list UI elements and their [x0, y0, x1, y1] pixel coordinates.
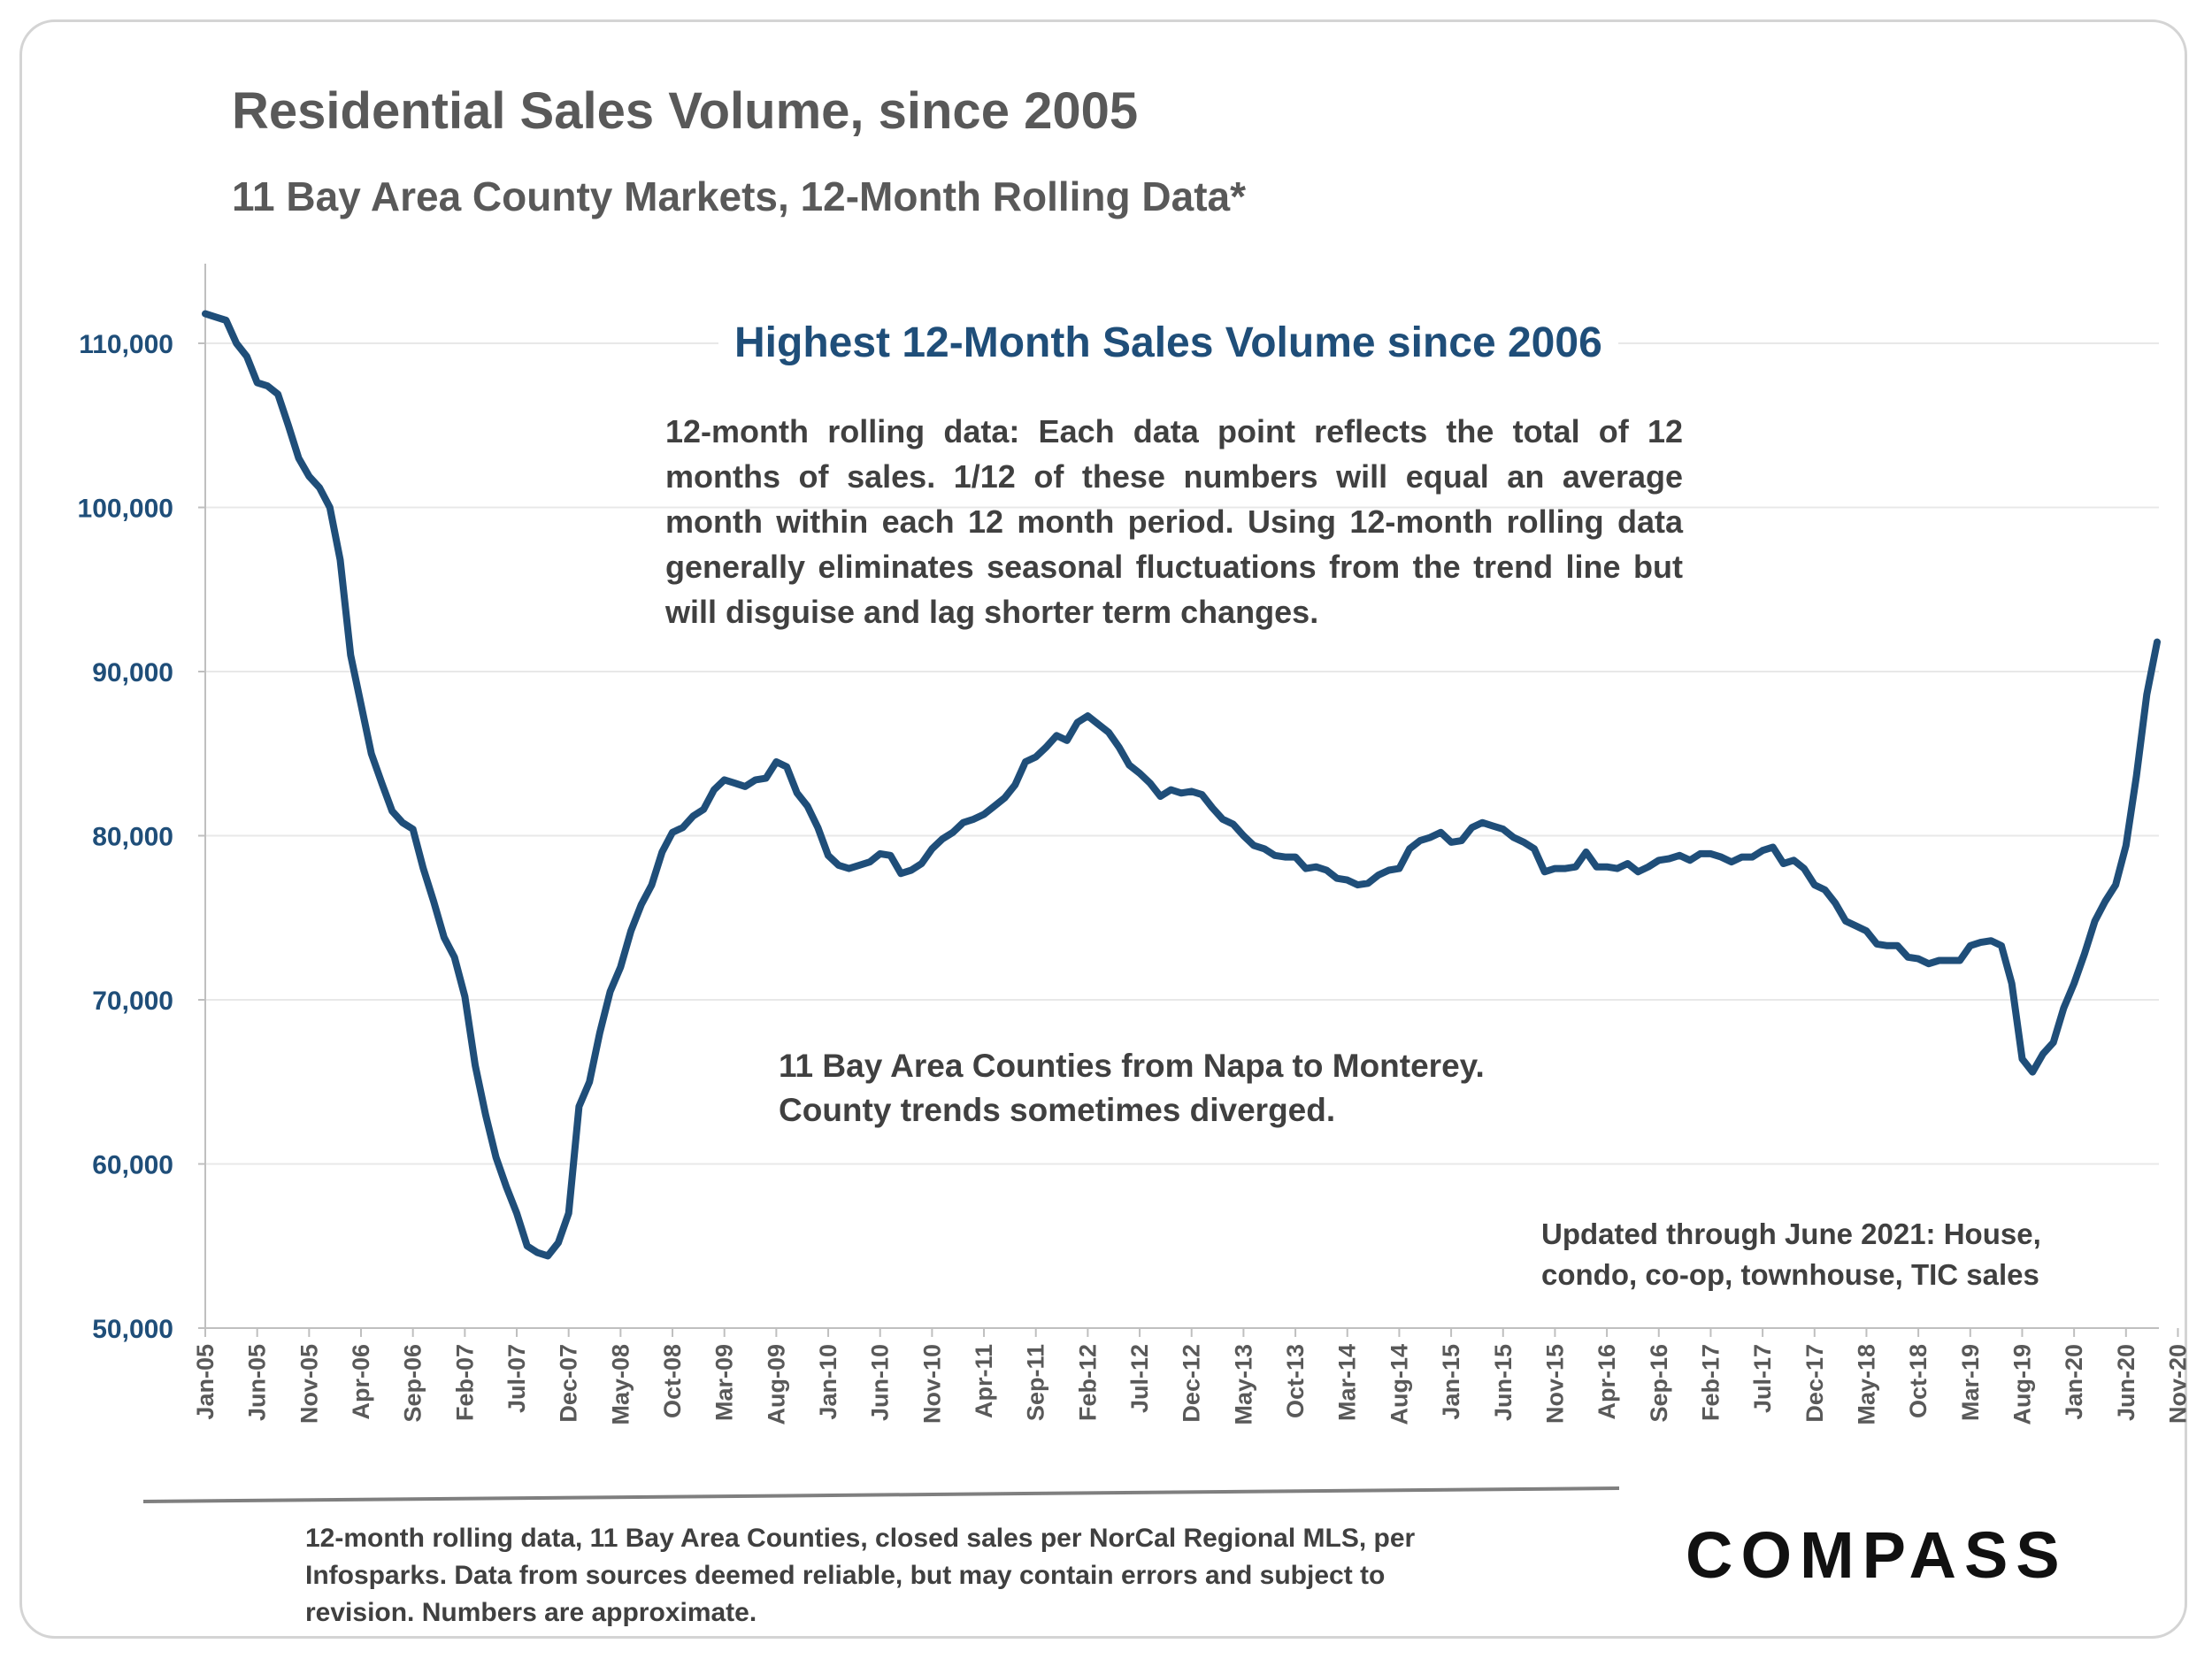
x-tick-label: Jun-20 [2113, 1344, 2139, 1421]
x-tick-label: Mar-09 [711, 1344, 738, 1421]
x-tick-label: Apr-06 [348, 1344, 374, 1420]
x-tick-label: Jul-17 [1749, 1344, 1776, 1413]
x-tick-label: Feb-12 [1074, 1344, 1101, 1421]
x-tick-label: Dec-07 [556, 1344, 582, 1423]
y-tick-label: 70,000 [92, 987, 173, 1016]
x-tick-label: May-13 [1230, 1344, 1256, 1425]
x-axis-ticks: Jan-05 Jun-05 Nov-05 Apr-06 Sep-06 Feb-07 Jul-… [192, 1328, 2191, 1425]
x-tick-label: Oct-13 [1282, 1344, 1309, 1418]
chart-frame [19, 19, 2187, 1639]
x-tick-label: Apr-11 [971, 1344, 997, 1418]
y-axis-ticks: 50,000 60,000 70,000 80,000 90,000 100,000 110… [78, 330, 205, 1344]
counties-note: 11 Bay Area Counties from Napa to Monter… [779, 1044, 1575, 1133]
x-tick-label: Jun-10 [867, 1344, 894, 1421]
x-tick-label: Dec-17 [1801, 1344, 1828, 1423]
x-tick-label: Jun-05 [244, 1344, 271, 1421]
x-tick-label: Apr-16 [1594, 1344, 1620, 1420]
x-tick-label: Mar-19 [1957, 1344, 1984, 1421]
y-tick-label: 100,000 [78, 495, 173, 524]
x-tick-label: Dec-12 [1179, 1344, 1205, 1423]
updated-note-line2: condo, co-op, townhouse, TIC sales [1541, 1258, 2039, 1291]
updated-note: Updated through June 2021: House, condo,… [1541, 1214, 2108, 1295]
y-tick-label: 50,000 [92, 1315, 173, 1344]
x-tick-label: Aug-19 [2008, 1344, 2035, 1425]
y-tick-label: 80,000 [92, 823, 173, 852]
x-tick-label: Feb-07 [451, 1344, 478, 1421]
footer-divider [142, 1486, 1620, 1503]
rolling-data-note: 12-month rolling data: Each data point r… [665, 413, 1683, 630]
counties-note-line2: County trends sometimes diverged. [779, 1092, 1336, 1128]
x-tick-label: Jul-12 [1126, 1344, 1153, 1413]
x-tick-label: Feb-17 [1697, 1344, 1724, 1421]
counties-note-line1: 11 Bay Area Counties from Napa to Monter… [779, 1048, 1485, 1084]
x-tick-label: May-08 [607, 1344, 634, 1425]
x-tick-label: Mar-14 [1334, 1344, 1361, 1421]
y-tick-label: 60,000 [92, 1151, 173, 1180]
chart-title: Residential Sales Volume, since 2005 [232, 82, 1139, 140]
x-tick-label: Jan-20 [2061, 1344, 2087, 1420]
headline-annotation: Highest 12-Month Sales Volume since 2006 [718, 319, 1618, 367]
x-tick-label: Oct-18 [1905, 1344, 1932, 1418]
x-tick-label: Jul-07 [503, 1344, 530, 1413]
y-tick-label: 90,000 [92, 658, 173, 687]
x-tick-label: Aug-14 [1386, 1344, 1412, 1425]
x-tick-label: Sep-16 [1646, 1344, 1672, 1423]
x-tick-label: Nov-15 [1541, 1344, 1568, 1424]
chart-subtitle: 11 Bay Area County Markets, 12-Month Rol… [232, 173, 1247, 219]
footnote: 12-month rolling data, 11 Bay Area Count… [305, 1524, 1416, 1627]
x-tick-label: Sep-11 [1023, 1344, 1049, 1421]
x-tick-label: May-18 [1853, 1344, 1879, 1425]
x-tick-label: Jan-10 [815, 1344, 841, 1420]
x-tick-label: Nov-20 [2164, 1344, 2191, 1424]
x-tick-label: Jan-05 [192, 1344, 219, 1420]
x-tick-label: Nov-05 [296, 1344, 322, 1424]
x-tick-label: Aug-09 [763, 1344, 789, 1425]
x-tick-label: Sep-06 [400, 1344, 426, 1423]
updated-note-line1: Updated through June 2021: House, [1541, 1217, 2041, 1250]
y-tick-label: 110,000 [79, 330, 173, 359]
x-tick-label: Nov-10 [918, 1344, 945, 1424]
x-tick-label: Oct-08 [659, 1344, 686, 1418]
x-tick-label: Jun-15 [1490, 1344, 1517, 1421]
gridlines [205, 342, 2159, 1165]
sales-volume-line [202, 310, 2161, 1260]
x-tick-label: Jan-15 [1438, 1344, 1464, 1420]
compass-logo: COMPASS [1686, 1518, 2068, 1592]
